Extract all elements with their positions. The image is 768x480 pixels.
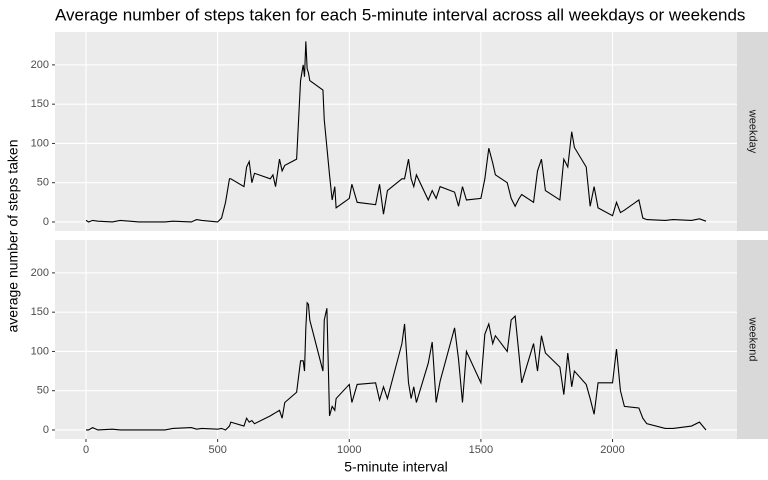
facet-label: weekend bbox=[747, 316, 759, 361]
y-tick-label: 0 bbox=[43, 216, 49, 228]
y-tick-label: 200 bbox=[31, 267, 49, 279]
y-tick-label: 200 bbox=[31, 59, 49, 71]
x-axis-title: 5-minute interval bbox=[344, 459, 448, 475]
facet-strip bbox=[737, 32, 768, 231]
y-tick-label: 50 bbox=[37, 385, 49, 397]
y-tick-label: 0 bbox=[43, 424, 49, 436]
facet-strip bbox=[737, 240, 768, 439]
panel-background bbox=[55, 32, 737, 231]
chart-title: Average number of steps taken for each 5… bbox=[55, 5, 745, 24]
y-tick-label: 50 bbox=[37, 177, 49, 189]
series-line bbox=[85, 41, 707, 223]
y-tick-label: 100 bbox=[31, 137, 49, 149]
x-tick-label: 0 bbox=[83, 444, 89, 456]
x-tick-label: 1000 bbox=[337, 444, 361, 456]
x-tick-label: 1500 bbox=[469, 444, 493, 456]
facet-label: weekday bbox=[747, 109, 759, 154]
y-tick-label: 150 bbox=[31, 98, 49, 110]
x-tick-label: 2000 bbox=[600, 444, 624, 456]
y-tick-label: 150 bbox=[31, 306, 49, 318]
y-tick-label: 100 bbox=[31, 345, 49, 357]
series-line bbox=[86, 301, 707, 431]
panel-background bbox=[55, 240, 737, 439]
x-tick-label: 500 bbox=[208, 444, 226, 456]
y-axis-title: average number of steps taken bbox=[5, 139, 21, 332]
